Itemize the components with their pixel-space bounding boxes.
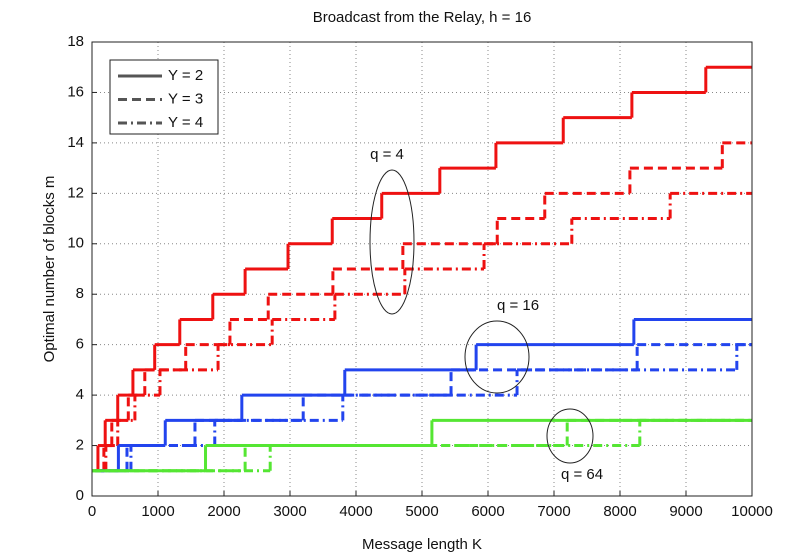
legend: Y = 2 Y = 3 Y = 4: [109, 59, 219, 135]
x-tick-label: 1000: [141, 503, 174, 520]
y-tick-label: 18: [67, 33, 84, 50]
annotation: q = 64: [561, 466, 603, 483]
annotation-ellipse: [546, 408, 594, 464]
y-tick-label: 2: [76, 437, 84, 454]
x-tick-label: 6000: [471, 503, 504, 520]
y-tick-label: 6: [76, 336, 84, 353]
annotation-ellipse: [464, 320, 530, 394]
x-tick-label: 0: [88, 503, 96, 520]
plot-frame: [91, 41, 753, 497]
y-tick-label: 16: [67, 83, 84, 100]
y-axis-label: Optimal number of blocks m: [41, 176, 58, 363]
x-tick-label: 9000: [669, 503, 702, 520]
x-tick-label: 2000: [207, 503, 240, 520]
annotation: q = 16: [497, 297, 539, 314]
legend-label: Y = 2: [168, 67, 203, 84]
step-line: [95, 191, 752, 473]
x-axis-label: Message length K: [362, 536, 482, 553]
legend-label: Y = 4: [168, 114, 203, 131]
y-tick-label: 4: [76, 386, 84, 403]
x-tick-label: 4000: [339, 503, 372, 520]
x-tick-label: 7000: [537, 503, 570, 520]
legend-box: [109, 59, 219, 135]
annotation: q = 4: [370, 146, 404, 163]
annotation-ellipse: [369, 169, 415, 315]
y-tick-label: 8: [76, 285, 84, 302]
step-line: [92, 418, 752, 473]
x-tick-label: 8000: [603, 503, 636, 520]
y-tick-label: 0: [76, 487, 84, 504]
annotations: q = 4 q = 16 q = 64: [369, 146, 603, 483]
y-tick-label: 12: [67, 184, 84, 201]
x-tick-label: 3000: [273, 503, 306, 520]
x-tick-label: 10000: [731, 503, 773, 520]
plot-lines: [92, 65, 752, 473]
x-tick-label: 5000: [405, 503, 438, 520]
y-tick-label: 10: [67, 235, 84, 252]
chart-title: Broadcast from the Relay, h = 16: [313, 9, 532, 26]
y-tick-label: 14: [67, 134, 84, 151]
legend-label: Y = 3: [168, 90, 203, 107]
step-line: [95, 141, 752, 473]
